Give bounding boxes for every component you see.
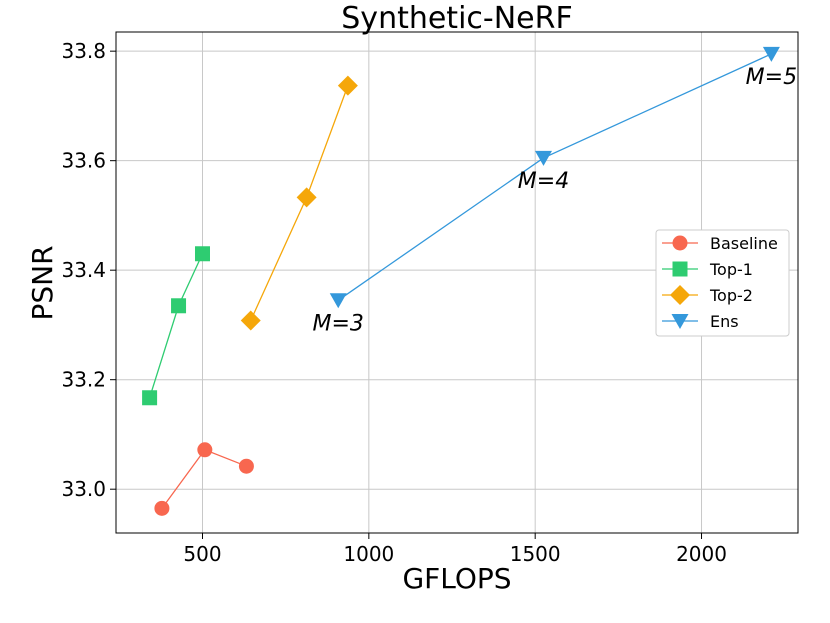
point-annotation: M=5 xyxy=(746,65,797,90)
data-point-ens xyxy=(534,150,552,166)
point-annotation: M=4 xyxy=(518,169,569,194)
legend-marker xyxy=(672,261,688,277)
data-point-top-2 xyxy=(337,75,358,96)
y-tick-label: 33.0 xyxy=(61,477,106,501)
series-line-top-2 xyxy=(250,85,349,321)
y-tick-label: 33.2 xyxy=(61,368,106,392)
data-point-top-1 xyxy=(171,298,187,314)
legend-entry-top-1: Top-1 xyxy=(662,260,753,279)
legend-marker xyxy=(670,285,690,305)
data-point-ens xyxy=(329,293,347,309)
data-point-baseline xyxy=(154,500,170,516)
x-tick-label: 1500 xyxy=(510,542,561,566)
series-top-1 xyxy=(142,246,210,406)
legend-box xyxy=(655,229,790,337)
x-tick-label: 500 xyxy=(183,542,221,566)
legend-entry-top-2: Top-2 xyxy=(662,285,753,305)
y-axis-label: PSNR xyxy=(26,245,59,320)
y-tick-label: 33.4 xyxy=(61,258,106,282)
chart-title: Synthetic-NeRF xyxy=(341,1,572,36)
data-point-baseline xyxy=(197,442,213,458)
y-tick-label: 33.8 xyxy=(61,39,106,63)
x-tick-label: 1000 xyxy=(343,542,394,566)
x-axis-label: GFLOPS xyxy=(402,562,511,595)
data-point-top-1 xyxy=(142,390,158,406)
data-point-top-2 xyxy=(240,310,261,331)
legend-label: Top-2 xyxy=(709,286,753,305)
legend: Baseline Top-1 Top-2 Ens xyxy=(655,229,790,337)
series-layer xyxy=(142,46,780,516)
y-tick-label: 33.6 xyxy=(61,149,106,173)
legend-marker xyxy=(671,314,689,329)
annotations: M=3 M=4 M=5 xyxy=(313,65,798,336)
series-ens xyxy=(329,46,780,309)
data-point-top-2 xyxy=(296,187,317,208)
legend-label: Top-1 xyxy=(709,260,753,279)
legend-entry-ens: Ens xyxy=(662,312,739,331)
series-line-baseline xyxy=(161,448,247,509)
plot-frame xyxy=(115,31,799,534)
data-point-baseline xyxy=(238,458,254,474)
x-tick-label: 2000 xyxy=(676,542,727,566)
point-annotation: M=3 xyxy=(313,311,364,336)
legend-marker xyxy=(672,235,688,251)
series-baseline xyxy=(154,442,254,516)
legend-label: Ens xyxy=(710,312,739,331)
legend-entry-baseline: Baseline xyxy=(662,234,778,253)
series-top-2 xyxy=(240,75,358,331)
legend-label: Baseline xyxy=(710,234,778,253)
grid xyxy=(116,32,798,533)
data-point-ens xyxy=(762,46,780,62)
series-line-top-1 xyxy=(148,253,204,398)
ticks: 500 1000 1500 2000 33.0 33.2 33.4 33.6 33.8 xyxy=(61,39,727,566)
data-point-top-1 xyxy=(194,246,210,262)
